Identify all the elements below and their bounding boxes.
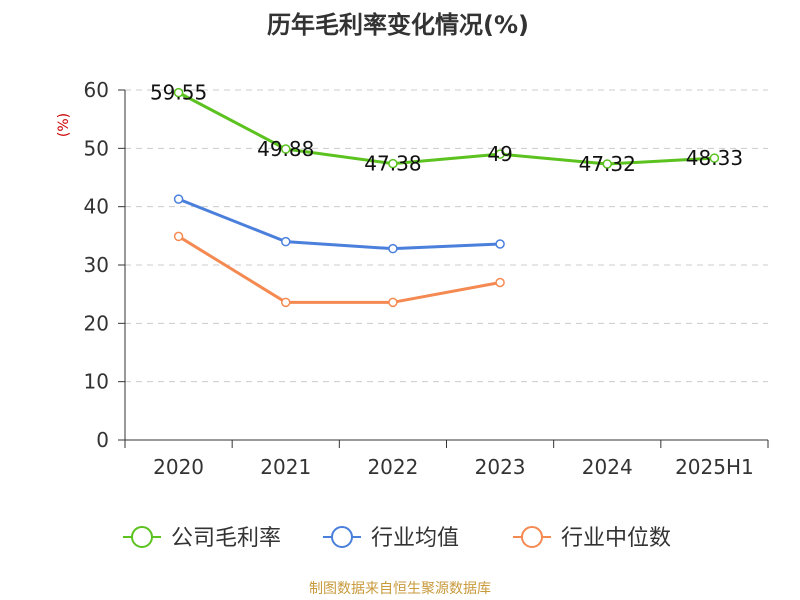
data-label: 49	[487, 142, 512, 166]
series-layer	[173, 87, 720, 308]
data-point	[495, 277, 505, 288]
y-tick-label: 60	[84, 78, 109, 102]
x-tick-label: 2021	[260, 455, 311, 479]
data-label: 59.55	[150, 81, 207, 105]
data-point	[495, 239, 505, 249]
legend-label: 行业中位数	[561, 526, 671, 551]
data-point	[281, 297, 291, 308]
data-point	[173, 231, 184, 242]
data-point	[173, 87, 184, 98]
grid-layer	[125, 89, 768, 383]
x-tick-label: 2020	[153, 455, 204, 479]
chart-title: 历年毛利率变化情况(%)	[267, 11, 529, 39]
data-label: 48.33	[686, 146, 743, 170]
data-point	[388, 243, 398, 254]
y-tick-label: 30	[84, 253, 109, 277]
series-line	[177, 91, 715, 166]
y-tick-label: 50	[84, 136, 109, 160]
data-point	[388, 158, 398, 169]
x-tick-label: 2022	[367, 455, 418, 479]
data-point	[281, 144, 291, 154]
data-point	[495, 149, 505, 159]
source-footer: 制图数据来自恒生聚源数据库	[309, 581, 491, 597]
legend-marker	[131, 526, 153, 548]
legend-marker	[331, 526, 353, 548]
data-label-layer: 59.55 49.88 47.38 49 47.32 48.33	[150, 81, 743, 176]
legend: 公司毛利率 行业均值 行业中位数	[123, 526, 671, 551]
y-tick-label: 0	[96, 428, 109, 452]
x-tick-label: 2023	[475, 455, 526, 479]
data-label: 47.32	[579, 152, 636, 176]
y-tick-label: 20	[84, 311, 109, 335]
axis-layer: 0 10 20 30 40 50 60 2020 2021 2022 2023 2024 2025H1	[84, 78, 769, 479]
y-axis-label: (%)	[56, 113, 72, 137]
data-point	[388, 297, 398, 308]
data-label: 47.38	[364, 152, 421, 176]
legend-marker	[521, 526, 543, 548]
legend-label: 行业均值	[371, 526, 459, 551]
data-point	[602, 159, 612, 169]
y-tick-label: 10	[84, 370, 109, 394]
data-point	[281, 236, 291, 247]
series-line	[178, 197, 501, 251]
data-point	[173, 194, 184, 204]
legend-label: 公司毛利率	[171, 526, 281, 551]
data-label: 49.88	[257, 137, 314, 161]
y-tick-label: 40	[84, 195, 109, 219]
data-point	[709, 153, 720, 163]
x-tick-label: 2025H1	[675, 455, 754, 479]
x-tick-label: 2024	[582, 455, 633, 479]
series-line	[177, 235, 501, 304]
